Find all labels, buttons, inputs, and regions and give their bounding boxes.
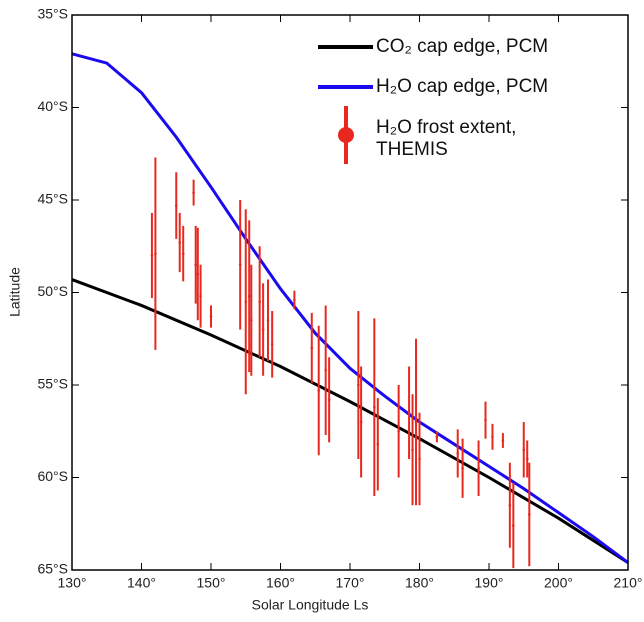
point (477, 466, 480, 470)
line-series (71, 52, 629, 564)
point (461, 466, 464, 470)
point (244, 300, 248, 304)
x-tick-label: 150° (197, 575, 226, 591)
legend-label: CO₂ cap edge, PCM (376, 36, 549, 57)
x-tick-label: 140° (127, 575, 156, 591)
x-tick-label: 200° (544, 575, 573, 591)
point (310, 346, 314, 350)
point (327, 398, 331, 402)
point (357, 383, 360, 387)
point (411, 448, 414, 452)
point (192, 191, 195, 194)
legend-label: H₂O cap edge, PCM (376, 76, 549, 97)
point (525, 457, 529, 461)
point (491, 435, 494, 439)
point (317, 389, 321, 392)
point (508, 503, 512, 507)
y-axis-label: Latitude (7, 267, 23, 317)
point (178, 241, 182, 244)
point (150, 254, 154, 257)
x-tick-label: 130° (58, 575, 87, 591)
point (435, 435, 439, 439)
x-tick-label: 190° (475, 575, 504, 591)
y-tick-label: 55°S (37, 376, 68, 392)
point (258, 300, 261, 304)
legend-swatch (338, 127, 354, 143)
point (324, 368, 327, 372)
x-tick-label: 160° (266, 575, 295, 591)
point (528, 513, 531, 516)
point (484, 418, 487, 422)
point (266, 318, 270, 322)
point (270, 343, 274, 346)
point (261, 328, 265, 331)
point (181, 252, 185, 255)
point (238, 263, 242, 267)
point (512, 524, 515, 527)
point (196, 272, 200, 276)
point (250, 318, 253, 322)
x-axis-label: Solar Longitude Ls (252, 597, 369, 613)
x-tick-label: 210° (614, 575, 643, 591)
point (209, 315, 213, 318)
plot-frame (71, 14, 629, 571)
point (456, 452, 460, 455)
point (199, 294, 202, 298)
point (397, 429, 400, 433)
y-tick-label: 40°S (37, 98, 68, 114)
point (418, 457, 421, 461)
line-series (71, 278, 629, 564)
y-tick-label: 50°S (37, 283, 68, 299)
y-tick-label: 35°S (37, 6, 68, 22)
y-tick-label: 45°S (37, 191, 68, 207)
point (154, 252, 157, 255)
y-tick-label: 65°S (37, 561, 68, 577)
point (414, 420, 418, 424)
point (174, 204, 178, 207)
point (522, 448, 526, 452)
point (293, 298, 296, 302)
legend-label: H₂O frost extent, THEMIS (376, 117, 517, 160)
point (359, 420, 363, 424)
x-tick-label: 170° (336, 575, 365, 591)
x-tick-label: 180° (405, 575, 434, 591)
point (376, 442, 380, 446)
y-tick-label: 60°S (37, 468, 68, 484)
point (407, 411, 411, 415)
point (194, 263, 198, 267)
point (501, 439, 505, 442)
point (247, 294, 251, 298)
point (373, 405, 376, 409)
